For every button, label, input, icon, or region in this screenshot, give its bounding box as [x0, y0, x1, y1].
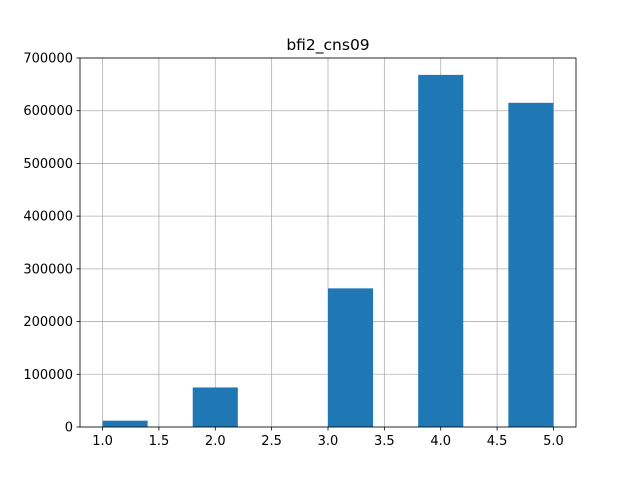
x-tick-label: 2.0 [205, 434, 226, 449]
y-tick-label: 600000 [23, 104, 73, 119]
y-axis: 0 100000 200000 300000 400000 500000 600000 700… [23, 52, 80, 436]
histogram-bar-9 [508, 102, 554, 428]
x-tick-label: 3.5 [374, 434, 395, 449]
x-tick-label: 4.0 [430, 434, 451, 449]
y-tick-label: 0 [65, 421, 73, 436]
x-tick-label: 4.5 [487, 434, 508, 449]
x-axis: 1.0 1.5 2.0 2.5 3.0 3.5 4.0 4.5 5.0 [92, 427, 564, 449]
bars [102, 74, 554, 428]
histogram-bar-5 [328, 288, 374, 427]
histogram-bar-0 [102, 420, 148, 427]
x-tick-label: 2.5 [261, 434, 282, 449]
histogram-bar-2 [192, 387, 238, 427]
y-tick-label: 300000 [23, 262, 73, 277]
y-tick-label: 100000 [23, 368, 73, 383]
x-tick-label: 1.5 [149, 434, 170, 449]
chart-title: bfi2_cns09 [286, 36, 369, 55]
histogram-bar-7 [418, 74, 464, 428]
y-tick-label: 700000 [23, 52, 73, 67]
y-tick-label: 400000 [23, 210, 73, 225]
x-tick-label: 1.0 [92, 434, 113, 449]
x-tick-label: 3.0 [318, 434, 339, 449]
y-tick-label: 200000 [23, 315, 73, 330]
y-tick-label: 500000 [23, 157, 73, 172]
x-tick-label: 5.0 [543, 434, 564, 449]
